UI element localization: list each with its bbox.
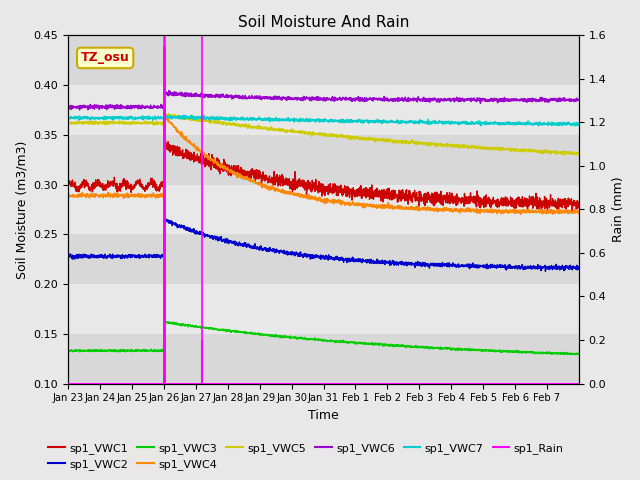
X-axis label: Time: Time (308, 409, 339, 422)
Title: Soil Moisture And Rain: Soil Moisture And Rain (238, 15, 409, 30)
Bar (68, 334, 579, 384)
Bar (68, 284, 579, 334)
Legend: sp1_VWC1, sp1_VWC2, sp1_VWC3, sp1_VWC4, sp1_VWC5, sp1_VWC6, sp1_VWC7, sp1_Rain: sp1_VWC1, sp1_VWC2, sp1_VWC3, sp1_VWC4, … (44, 438, 568, 474)
Bar (68, 36, 579, 85)
Bar (68, 184, 579, 234)
Y-axis label: Rain (mm): Rain (mm) (612, 177, 625, 242)
Bar (68, 135, 579, 184)
Bar (68, 85, 579, 135)
Text: TZ_osu: TZ_osu (81, 51, 129, 64)
Bar (68, 234, 579, 284)
Y-axis label: Soil Moisture (m3/m3): Soil Moisture (m3/m3) (15, 140, 28, 278)
